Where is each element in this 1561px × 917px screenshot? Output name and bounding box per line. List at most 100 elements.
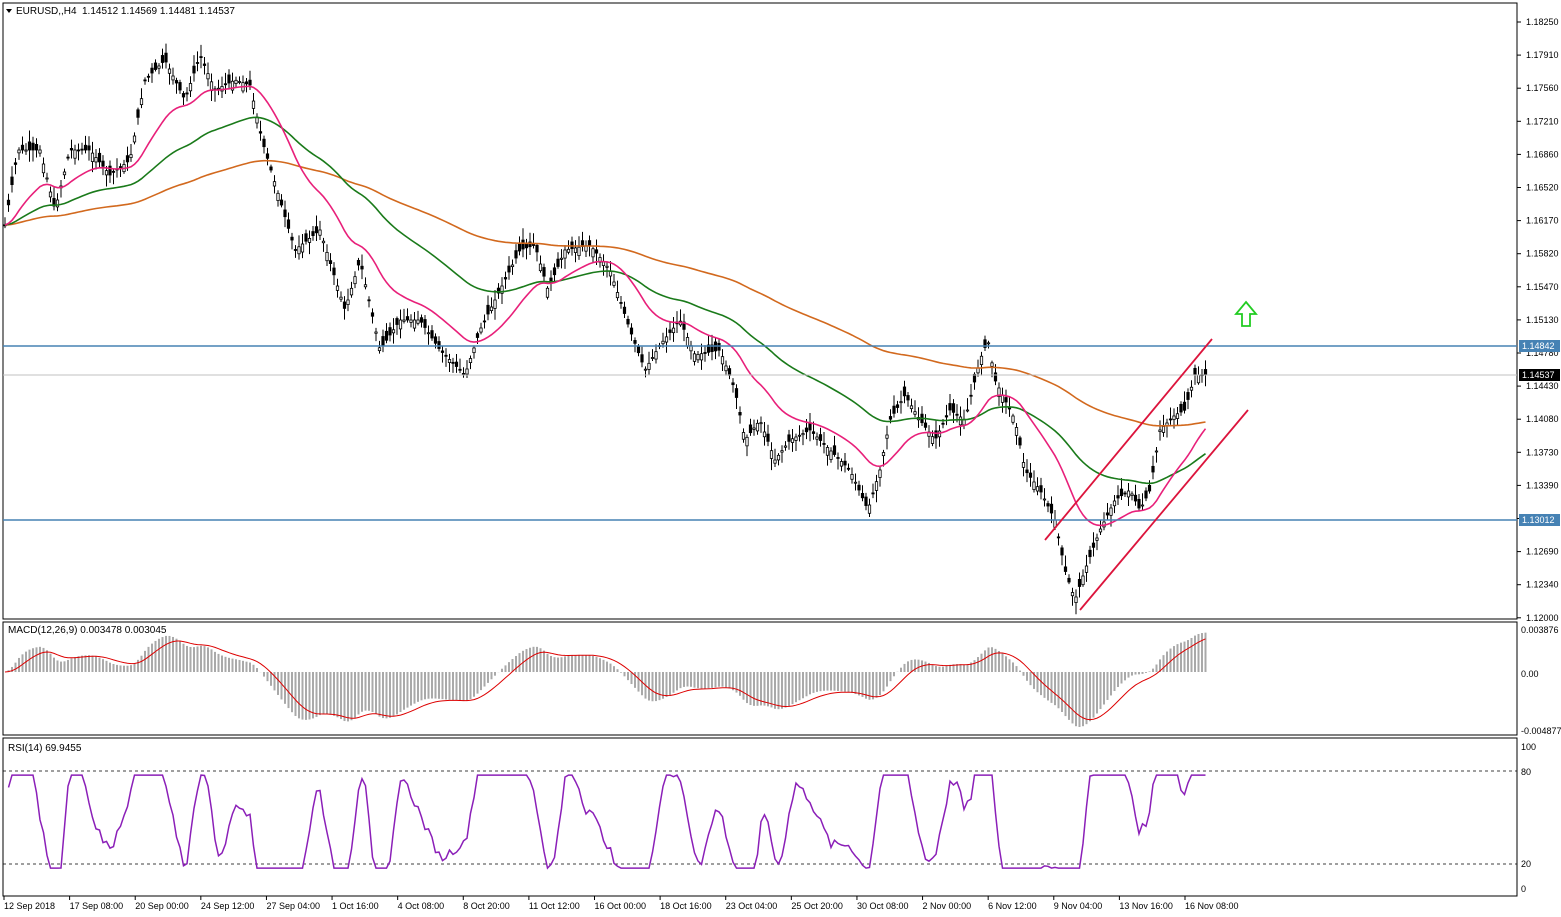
candle-body xyxy=(125,155,130,163)
candle-body xyxy=(878,469,882,478)
candle-body xyxy=(1119,488,1124,497)
candle-body xyxy=(647,362,651,370)
candle-body xyxy=(538,263,543,272)
time-tick-label: 11 Oct 12:00 xyxy=(529,901,580,911)
macd-panel[interactable] xyxy=(2,621,1518,736)
symbol-label: EURUSD,,H4 xyxy=(16,6,77,17)
candle-body xyxy=(1084,565,1089,573)
candle-body xyxy=(111,170,116,173)
price-tick-label: 1.15820 xyxy=(1526,249,1559,259)
time-axis: 12 Sep 2018 17 Sep 08:00 20 Sep 00:00 24 Se… xyxy=(3,896,1239,911)
candle-body xyxy=(902,386,907,397)
candle-body xyxy=(839,461,844,467)
candle-body xyxy=(349,287,354,296)
candle-body xyxy=(836,457,840,459)
candle-body xyxy=(776,454,781,461)
candle-body xyxy=(1172,415,1176,421)
candle-body xyxy=(1105,512,1110,516)
level-lower-label: 1.13012 xyxy=(1522,515,1555,525)
ma-fast-line xyxy=(4,85,1207,527)
candle-body xyxy=(24,149,28,152)
candle-body xyxy=(458,368,462,371)
candle-body xyxy=(556,258,560,267)
candle-body xyxy=(118,166,123,168)
candle-body xyxy=(391,329,396,334)
time-tick-label: 16 Nov 08:00 xyxy=(1185,901,1239,911)
time-tick-label: 18 Oct 16:00 xyxy=(660,901,712,911)
candle-body xyxy=(293,249,298,251)
candle-body xyxy=(717,342,721,351)
candle-body xyxy=(769,450,774,459)
candle-body xyxy=(346,299,350,305)
candle-body xyxy=(979,355,984,365)
macd-tick-zero: 0.00 xyxy=(1521,669,1539,679)
candle-body xyxy=(853,481,858,484)
candle-body xyxy=(129,154,133,158)
candle-body xyxy=(1028,472,1033,478)
candle-body xyxy=(363,284,368,288)
candle-body xyxy=(1056,536,1061,539)
candle-body xyxy=(552,267,557,276)
candle-body xyxy=(328,260,333,264)
candle-body xyxy=(185,92,189,95)
candle-body xyxy=(286,219,291,229)
candle-body xyxy=(304,233,308,242)
candle-body xyxy=(825,447,830,456)
main-panel[interactable] xyxy=(2,2,1518,620)
candle-body xyxy=(1046,503,1050,507)
candle-body xyxy=(1025,469,1029,474)
candle-body xyxy=(587,240,592,246)
candle-body xyxy=(1161,426,1166,433)
candle-body xyxy=(752,427,756,430)
candle-body xyxy=(1154,450,1159,453)
candle-body xyxy=(1186,392,1190,400)
price-tick-label: 1.16170 xyxy=(1526,216,1559,226)
channel-upper-line[interactable] xyxy=(1044,338,1213,541)
chevron-down-icon[interactable] xyxy=(6,9,12,13)
channel-lower-line[interactable] xyxy=(1079,409,1249,611)
candle-body xyxy=(388,327,392,336)
candle-body xyxy=(1021,462,1026,468)
rsi-label: RSI(14) 69.9455 xyxy=(8,743,82,754)
candle-body xyxy=(409,319,413,323)
candle-body xyxy=(909,405,914,410)
candle-body xyxy=(857,484,861,491)
candle-body xyxy=(237,81,242,83)
candle-body xyxy=(419,317,424,323)
candle-body xyxy=(223,83,228,86)
candle-body xyxy=(1158,429,1162,433)
up-arrow-icon[interactable] xyxy=(1234,300,1258,327)
candle-body xyxy=(6,199,11,206)
candle-body xyxy=(370,312,375,317)
candle-body xyxy=(811,431,816,434)
candle-body xyxy=(290,236,294,241)
candle-body xyxy=(626,318,630,325)
candle-body xyxy=(335,285,340,291)
candle-body xyxy=(244,81,249,85)
candle-body xyxy=(45,177,49,180)
rsi-panel[interactable] xyxy=(2,737,1518,897)
candle-body xyxy=(34,144,39,151)
candle-body xyxy=(486,304,490,315)
candle-body xyxy=(405,316,410,321)
candle-body xyxy=(206,73,210,80)
candle-body xyxy=(706,344,711,353)
candle-body xyxy=(500,285,504,294)
macd-tick-bottom: -0.004877 xyxy=(1521,726,1561,736)
candle-body xyxy=(636,346,641,354)
candle-body xyxy=(654,351,658,360)
candle-body xyxy=(178,82,182,91)
candle-body xyxy=(398,319,403,330)
candle-body xyxy=(643,368,648,371)
candle-body xyxy=(790,438,795,443)
candle-body xyxy=(703,352,707,354)
candle-body xyxy=(745,436,749,447)
candle-body xyxy=(934,430,938,439)
candle-body xyxy=(874,481,879,491)
candle-body xyxy=(1004,397,1008,403)
candle-body xyxy=(671,327,676,334)
candle-body xyxy=(993,372,998,382)
candle-body xyxy=(850,474,854,480)
candle-body xyxy=(1074,596,1078,603)
